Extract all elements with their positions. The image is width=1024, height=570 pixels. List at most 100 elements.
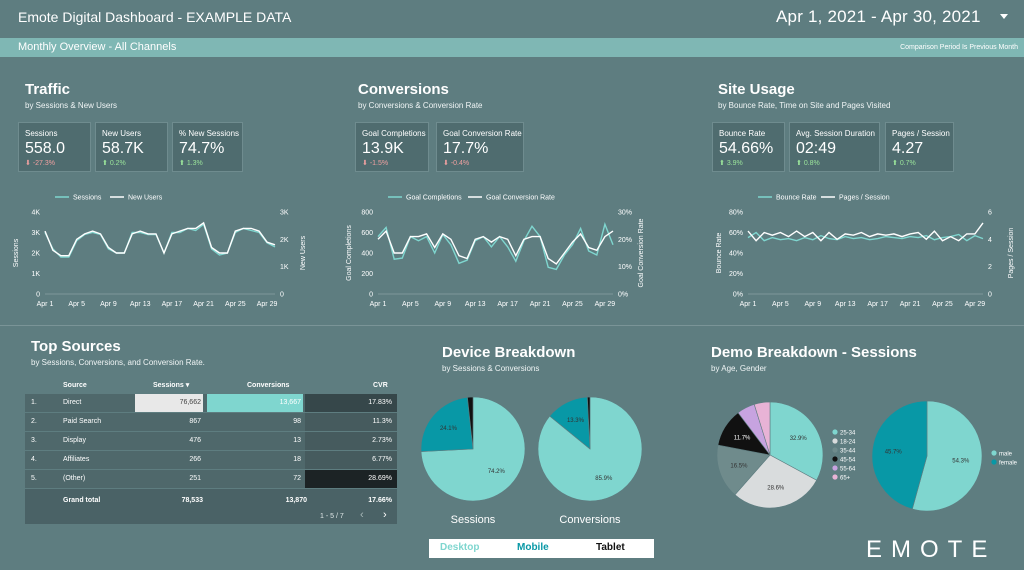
row-conversions: 72 — [293, 475, 301, 482]
pie-slice — [467, 396, 474, 450]
legend-label: 25-34 — [840, 430, 856, 436]
kpi-value: 58.7K — [102, 140, 144, 157]
usage-subtitle: by Bounce Rate, Time on Site and Pages V… — [718, 101, 891, 110]
row-cvr: 28.69% — [305, 470, 397, 488]
x-tick: Apr 17 — [497, 301, 518, 308]
table-row[interactable]: 4. Affiliates 266 18 6.77% — [25, 451, 397, 469]
arrow-down-icon: ⬇ — [362, 160, 370, 167]
kpi-value: 13.9K — [362, 140, 404, 157]
kpi-delta: ⬆ 0.8% — [796, 159, 820, 167]
pie-label: 16.5% — [730, 464, 748, 470]
y-left-tick: 4K — [31, 210, 40, 217]
y-right-tick: 2K — [280, 237, 289, 244]
arrow-up-icon: ⬆ — [102, 160, 110, 167]
col-sessions[interactable]: Sessions ▾ — [153, 378, 189, 394]
table-row[interactable]: 1. Direct 76,662 13,667 17.83% — [25, 394, 397, 412]
x-tick: Apr 13 — [835, 301, 856, 308]
kpi-delta-value: 0.7% — [899, 160, 916, 167]
total-sessions: 78,533 — [181, 497, 203, 504]
y-right-title: Pages / Session — [1008, 228, 1015, 279]
kpi-label: Bounce Rate — [719, 129, 766, 138]
legend-label: 45-54 — [840, 457, 856, 463]
legend-label: Goal Completions — [406, 195, 462, 202]
kpi-value: 17.7% — [443, 140, 489, 157]
pie-slice — [753, 401, 771, 456]
row-cvr: 6.77% — [305, 451, 397, 469]
table-row[interactable]: 3. Display 476 13 2.73% — [25, 432, 397, 450]
overview-band — [0, 38, 1024, 57]
chevron-down-icon[interactable] — [1000, 14, 1008, 19]
y-left-tick: 600 — [361, 230, 373, 237]
row-cvr: 17.83% — [305, 394, 397, 412]
table-row[interactable]: 5. (Other) 251 72 28.69% — [25, 470, 397, 488]
kpi-delta: ⬆ 1.3% — [179, 159, 203, 167]
legend-tablet[interactable]: Tablet — [596, 542, 625, 553]
y-left-title: Goal Completions — [346, 225, 353, 281]
legend-desktop[interactable]: Desktop — [440, 542, 480, 553]
x-tick: Apr 25 — [932, 301, 953, 308]
kpi-label: New Users — [102, 129, 142, 138]
legend-label: Pages / Session — [839, 195, 890, 202]
legend-label: 55-64 — [840, 466, 856, 472]
legend-dot — [832, 465, 838, 471]
y-right-title: Goal Conversion Rate — [638, 218, 645, 287]
kpi-goal-completions: Goal Completions 13.9K ⬇ -1.5% — [355, 122, 429, 172]
kpi-delta-value: -0.4% — [450, 160, 470, 167]
prev-page-icon[interactable]: ‹ — [360, 509, 364, 521]
pie-slice — [911, 400, 983, 512]
y-left-tick: 60% — [729, 230, 743, 237]
x-tick: Apr 5 — [68, 301, 85, 308]
arrow-up-icon: ⬆ — [719, 160, 727, 167]
row-cvr: 2.73% — [305, 432, 397, 450]
legend-dot — [832, 438, 838, 444]
y-left-tick: 400 — [361, 251, 373, 258]
kpi-delta-value: 1.3% — [186, 160, 203, 167]
traffic-subtitle: by Sessions & New Users — [25, 101, 118, 110]
y-left-tick: 200 — [361, 271, 373, 278]
x-tick: Apr 29 — [595, 301, 616, 308]
sort-desc-icon: ▾ — [183, 382, 190, 389]
section-divider — [0, 325, 1024, 326]
kpi-label: Avg. Session Duration — [796, 129, 876, 138]
kpi-delta: ⬇ -0.4% — [443, 159, 469, 167]
demo-title: Demo Breakdown - Sessions — [711, 344, 917, 361]
col-conversions[interactable]: Conversions — [247, 382, 290, 389]
row-rank: 4. — [31, 456, 37, 463]
series-line — [377, 229, 614, 265]
legend-label: 65+ — [840, 475, 851, 481]
table-row[interactable]: 2. Paid Search 867 98 11.3% — [25, 413, 397, 431]
x-tick: Apr 9 — [100, 301, 117, 308]
row-rank: 1. — [31, 399, 37, 406]
legend-label: 35-44 — [840, 448, 856, 454]
date-range-selector[interactable]: Apr 1, 2021 - Apr 30, 2021 — [776, 7, 981, 26]
col-cvr[interactable]: CVR — [373, 382, 388, 389]
row-source: Paid Search — [63, 418, 102, 425]
y-right-tick: 3K — [280, 210, 289, 217]
col-source[interactable]: Source — [63, 382, 87, 389]
x-tick: Apr 25 — [225, 301, 246, 308]
kpi-label: Pages / Session — [892, 129, 950, 138]
overview-title: Monthly Overview - All Channels — [18, 41, 177, 53]
legend-mobile[interactable]: Mobile — [517, 542, 549, 553]
row-rank: 5. — [31, 475, 37, 482]
pie-caption: Sessions — [451, 514, 496, 526]
legend-label: male — [999, 451, 1013, 457]
y-right-tick: 30% — [618, 210, 632, 217]
row-source: Display — [63, 437, 86, 444]
pie-label: 13.3% — [567, 418, 585, 424]
y-left-tick: 0 — [369, 292, 373, 299]
y-left-tick: 0% — [733, 292, 743, 299]
kpi-goal-conversion-rate: Goal Conversion Rate 17.7% ⬇ -0.4% — [436, 122, 524, 172]
pie-label: 85.9% — [595, 476, 613, 482]
x-tick: Apr 25 — [562, 301, 583, 308]
arrow-down-icon: ⬇ — [25, 160, 33, 167]
row-sessions: 251 — [189, 475, 201, 482]
kpi-delta-value: 0.8% — [803, 160, 820, 167]
legend-dot — [991, 450, 997, 456]
col-sessions-label: Sessions — [153, 382, 184, 389]
x-tick: Apr 13 — [465, 301, 486, 308]
legend-dot — [832, 429, 838, 435]
kpi-label: Sessions — [25, 129, 58, 138]
y-left-tick: 0 — [36, 292, 40, 299]
next-page-icon[interactable]: › — [383, 509, 387, 521]
